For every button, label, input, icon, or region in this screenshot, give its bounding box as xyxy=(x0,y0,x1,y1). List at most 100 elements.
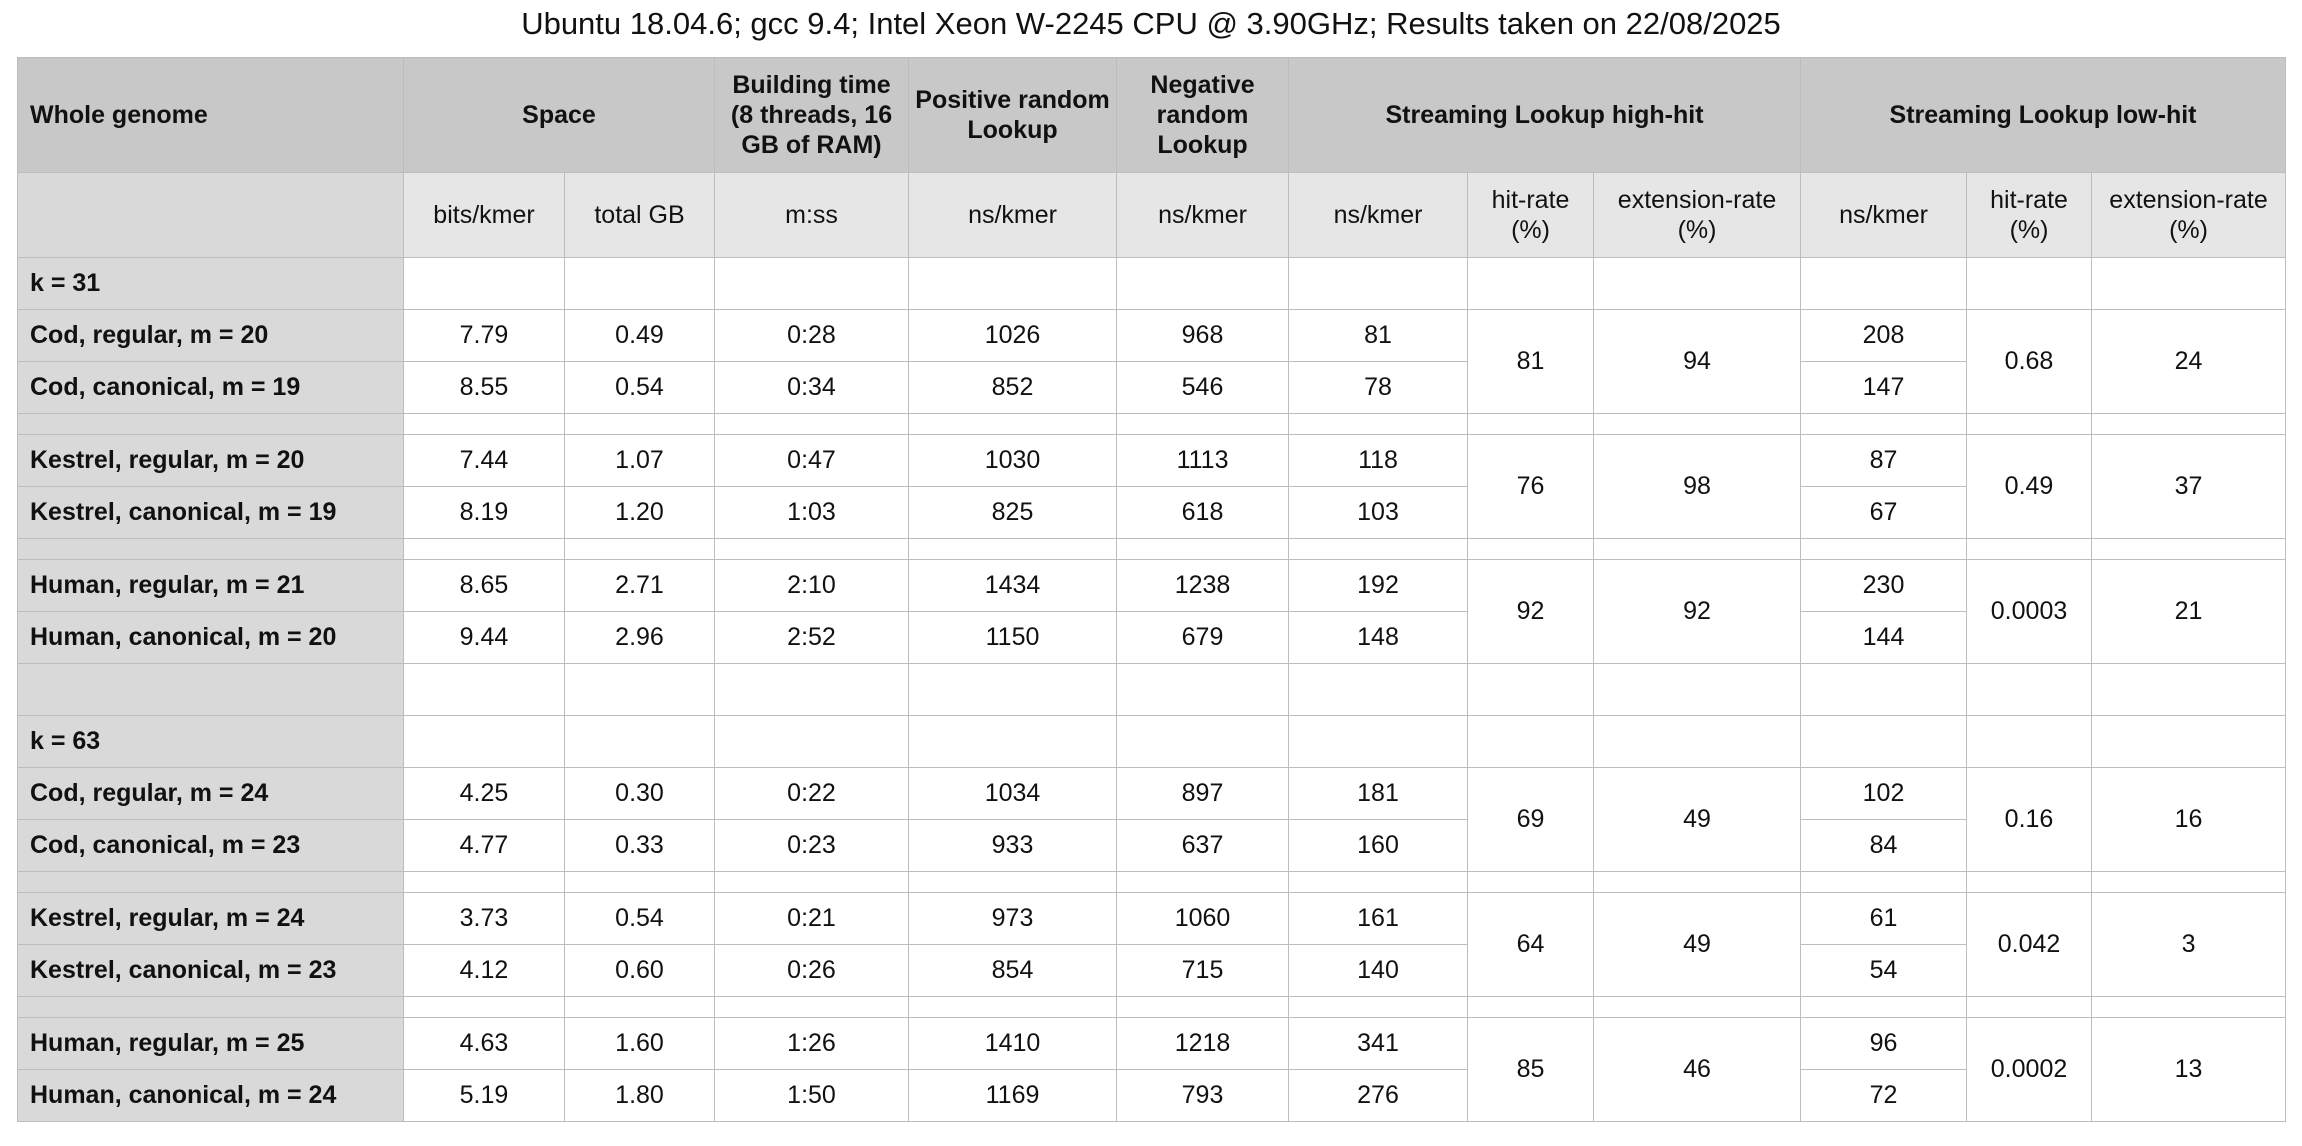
bits-per-kmer-cell: 4.63 xyxy=(403,1017,565,1070)
build-time-cell: 0:22 xyxy=(714,767,910,820)
blank-cell xyxy=(1593,257,1802,310)
blank-cell xyxy=(563,413,716,435)
row-label: Kestrel, canonical, m = 19 xyxy=(17,486,404,539)
streaming-high-hit-rate-cell: 92 xyxy=(1467,559,1595,664)
streaming-high-ns-cell: 148 xyxy=(1288,611,1469,664)
negative-lookup-cell: 1218 xyxy=(1116,1017,1290,1070)
streaming-low-extension-rate-cell: 37 xyxy=(2091,434,2287,539)
blank-cell xyxy=(1116,663,1290,716)
blank-cell xyxy=(1467,663,1595,716)
blank-cell xyxy=(1116,715,1290,768)
bits-per-kmer-cell: 4.77 xyxy=(403,819,565,872)
blank-cell xyxy=(1593,413,1802,435)
blank-cell xyxy=(403,996,565,1018)
blank-cell xyxy=(1116,538,1290,560)
blank-cell xyxy=(1467,257,1595,310)
total-gb-cell: 0.49 xyxy=(563,309,716,362)
streaming-low-hit-rate-cell: 0.68 xyxy=(1966,309,2093,414)
row-label: Cod, regular, m = 20 xyxy=(17,309,404,362)
positive-lookup-cell: 1410 xyxy=(908,1017,1118,1070)
blank-cell xyxy=(1593,996,1802,1018)
positive-lookup-cell: 852 xyxy=(908,361,1118,414)
positive-lookup-cell: 1169 xyxy=(908,1069,1118,1122)
negative-lookup-cell: 637 xyxy=(1116,819,1290,872)
negative-lookup-cell: 679 xyxy=(1116,611,1290,664)
table-row: Cod, canonical, m = 23 4.77 0.33 0:23 933 637… xyxy=(17,819,2286,872)
blank-cell xyxy=(563,257,716,310)
unit-cell: hit-rate (%) xyxy=(1467,172,1595,258)
positive-lookup-cell: 1030 xyxy=(908,434,1118,487)
streaming-high-ns-cell: 81 xyxy=(1288,309,1469,362)
build-time-cell: 2:10 xyxy=(714,559,910,612)
table-row: Kestrel, regular, m = 24 3.73 0.54 0:21 973 1… xyxy=(17,892,2287,997)
blank-cell xyxy=(1966,715,2093,768)
streaming-low-extension-rate-cell: 16 xyxy=(2091,767,2287,872)
streaming-high-ns-cell: 341 xyxy=(1288,1017,1469,1070)
total-gb-cell: 1.80 xyxy=(563,1069,716,1122)
blank-cell xyxy=(2091,257,2287,310)
table-row: Cod, regular, m = 24 4.25 0.30 0:22 1034 897 1… xyxy=(17,767,2287,872)
total-gb-cell: 1.07 xyxy=(563,434,716,487)
negative-lookup-cell: 1113 xyxy=(1116,434,1290,487)
streaming-low-ns-cell: 147 xyxy=(1800,361,1968,414)
bits-per-kmer-cell: 5.19 xyxy=(403,1069,565,1122)
streaming-low-hit-rate-cell: 0.49 xyxy=(1966,434,2093,539)
streaming-high-extension-rate-cell: 49 xyxy=(1593,892,1802,997)
blank-cell xyxy=(1288,996,1469,1018)
build-time-cell: 2:52 xyxy=(714,611,910,664)
blank-cell xyxy=(1593,663,1802,716)
build-time-cell: 0:34 xyxy=(714,361,910,414)
blank-label-cell xyxy=(17,996,404,1018)
blank-cell xyxy=(2091,715,2287,768)
group-spacer-row xyxy=(17,413,2287,435)
blank-cell xyxy=(1116,257,1290,310)
blank-cell xyxy=(403,715,565,768)
streaming-high-extension-rate-cell: 49 xyxy=(1593,767,1802,872)
build-time-cell: 0:21 xyxy=(714,892,910,945)
blank-cell xyxy=(714,715,910,768)
bits-per-kmer-cell: 8.55 xyxy=(403,361,565,414)
streaming-low-ns-cell: 61 xyxy=(1800,892,1968,945)
blank-cell xyxy=(2091,413,2287,435)
streaming-high-ns-cell: 103 xyxy=(1288,486,1469,539)
blank-cell xyxy=(1966,257,2093,310)
blank-cell xyxy=(403,257,565,310)
blank-cell xyxy=(1966,413,2093,435)
blank-cell xyxy=(1800,413,1968,435)
blank-label-cell xyxy=(17,663,404,716)
build-time-cell: 0:47 xyxy=(714,434,910,487)
blank-cell xyxy=(714,663,910,716)
table-row: Human, regular, m = 25 4.63 1.60 1:26 1410 12… xyxy=(17,1017,2287,1122)
page-title: Ubuntu 18.04.6; gcc 9.4; Intel Xeon W-22… xyxy=(521,6,1781,41)
streaming-low-extension-rate-cell: 13 xyxy=(2091,1017,2287,1122)
negative-lookup-cell: 546 xyxy=(1116,361,1290,414)
bits-per-kmer-cell: 4.25 xyxy=(403,767,565,820)
streaming-low-hit-rate-cell: 0.042 xyxy=(1966,892,2093,997)
bits-per-kmer-cell: 4.12 xyxy=(403,944,565,997)
build-time-cell: 0:28 xyxy=(714,309,910,362)
positive-lookup-cell: 1034 xyxy=(908,767,1118,820)
blank-cell xyxy=(714,413,910,435)
blank-cell xyxy=(2091,663,2287,716)
section-spacer-row xyxy=(17,663,2287,716)
streaming-high-ns-cell: 161 xyxy=(1288,892,1469,945)
streaming-low-hit-rate-cell: 0.0003 xyxy=(1966,559,2093,664)
streaming-low-ns-cell: 67 xyxy=(1800,486,1968,539)
total-gb-cell: 1.60 xyxy=(563,1017,716,1070)
blank-cell xyxy=(1800,871,1968,893)
streaming-low-ns-cell: 102 xyxy=(1800,767,1968,820)
blank-cell xyxy=(563,663,716,716)
blank-cell xyxy=(2091,538,2287,560)
positive-lookup-cell: 1150 xyxy=(908,611,1118,664)
streaming-low-extension-rate-cell: 24 xyxy=(2091,309,2287,414)
blank-cell xyxy=(908,663,1118,716)
group-spacer-row xyxy=(17,538,2287,560)
header-negative-lookup: Negative random Lookup xyxy=(1116,57,1290,173)
blank-cell xyxy=(403,663,565,716)
blank-cell xyxy=(714,257,910,310)
row-label: Human, canonical, m = 20 xyxy=(17,611,404,664)
blank-label-cell xyxy=(17,413,404,435)
blank-cell xyxy=(1966,663,2093,716)
blank-cell xyxy=(1800,996,1968,1018)
blank-cell xyxy=(563,538,716,560)
